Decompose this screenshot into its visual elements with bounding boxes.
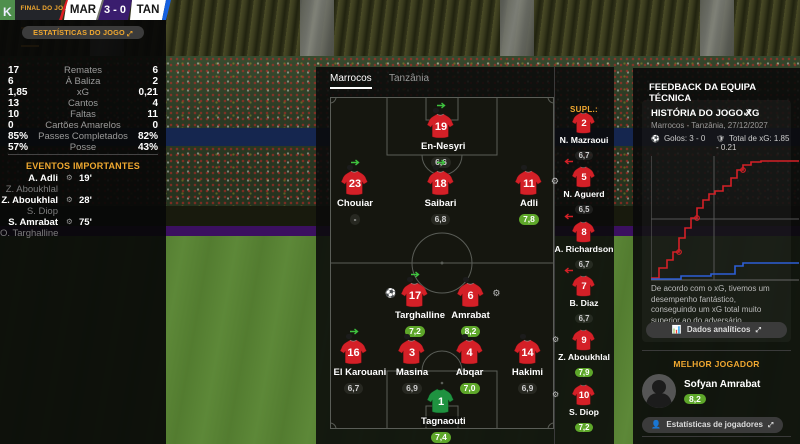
svg-text:K: K (3, 5, 12, 19)
